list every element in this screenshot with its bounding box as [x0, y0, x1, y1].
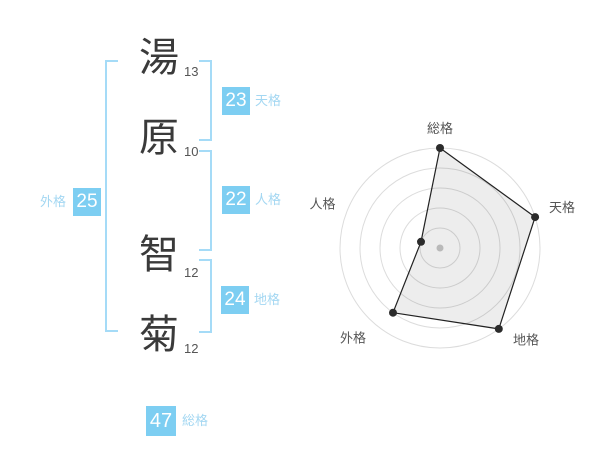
radar-axis-label-jinkaku: 人格 — [309, 197, 335, 212]
tenkaku-value-box: 23 — [222, 87, 250, 115]
stroke-count-3: 12 — [184, 265, 199, 280]
radar-axis-label-gaikaku: 外格 — [340, 331, 366, 346]
jinkaku-bracket — [199, 150, 212, 251]
stroke-count-4: 12 — [184, 341, 199, 356]
radar-ring — [399, 207, 481, 289]
radar-chart: 総格 天格 地格 外格 人格 — [309, 121, 575, 349]
name-char-4: 菊 — [139, 313, 179, 357]
gaikaku-label: 外格 — [39, 194, 66, 209]
chikaku-label: 地格 — [254, 292, 281, 307]
radar-axis-label-chikaku: 地格 — [513, 333, 539, 348]
name-char-2: 原 — [139, 116, 179, 160]
radar-ring — [419, 227, 461, 269]
radar-axis-label-tenkaku: 天格 — [549, 200, 575, 215]
stroke-count-1: 13 — [184, 64, 199, 79]
tenkaku-bracket — [199, 60, 212, 141]
radar-data-point — [436, 144, 444, 152]
name-char-3: 智 — [139, 233, 179, 277]
radar-center-dot — [436, 244, 444, 252]
jinkaku-value-box: 22 — [222, 186, 250, 214]
radar-polygon — [392, 146, 536, 330]
jinkaku-label: 人格 — [255, 192, 282, 207]
soukaku-label: 総格 — [182, 413, 209, 428]
radar-data-point — [494, 324, 503, 333]
radar-data-point — [389, 308, 397, 317]
chikaku-bracket — [199, 259, 212, 333]
radar-vertex-dots — [389, 144, 540, 333]
radar-axis-label-soukaku: 総格 — [427, 121, 453, 136]
radar-ring — [379, 187, 501, 309]
radar-ring — [359, 167, 521, 329]
gaikaku-value-box: 25 — [73, 188, 101, 216]
radar-data-point — [531, 213, 540, 222]
soukaku-value-box: 47 — [146, 406, 176, 436]
chikaku-value-box: 24 — [221, 286, 249, 314]
gaikaku-bracket — [105, 60, 118, 332]
stroke-count-2: 10 — [184, 144, 199, 159]
tenkaku-label: 天格 — [255, 93, 282, 108]
radar-data-point — [417, 237, 425, 246]
name-char-1: 湯 — [139, 36, 179, 80]
